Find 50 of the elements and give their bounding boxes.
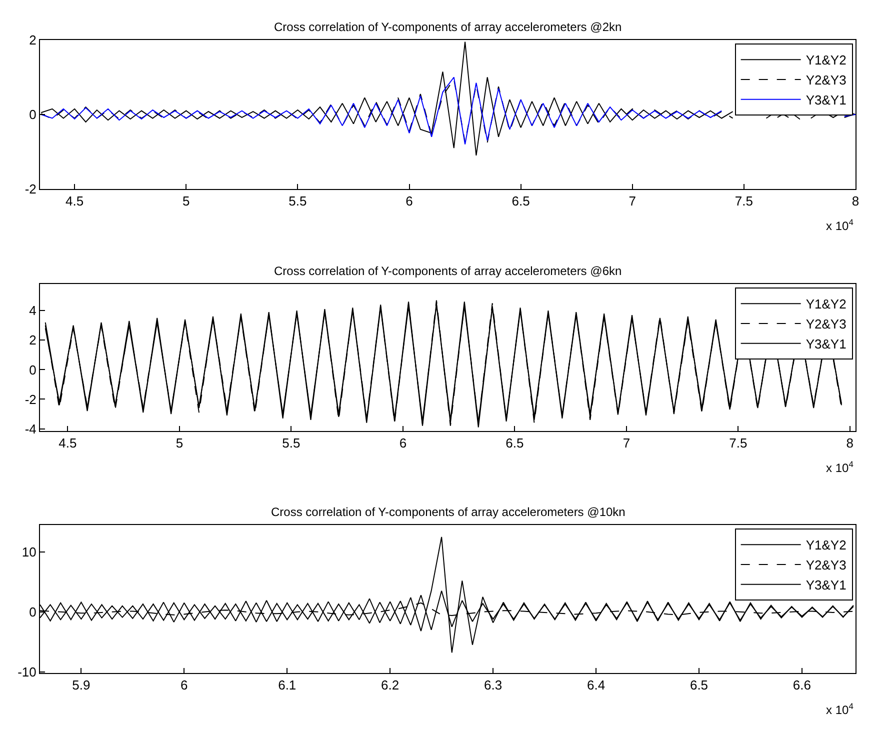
x-tick-label: 5.5 xyxy=(282,436,300,451)
y-tick-label: -2 xyxy=(24,392,36,407)
text: x 10$^{4}$ xyxy=(826,459,854,476)
y-tick-label: 4 xyxy=(29,303,36,318)
x-tick-label: 6 xyxy=(399,436,407,451)
legend-label: Y1&Y2 xyxy=(806,538,846,553)
y-tick-label: 0 xyxy=(29,604,36,620)
x-tick-label: 5.5 xyxy=(288,194,307,209)
x-tick-label: 6.5 xyxy=(506,436,524,451)
x-tick-label: 4.5 xyxy=(66,194,84,209)
y-tick-label: -4 xyxy=(24,421,36,436)
text: x 10$^{4}$ xyxy=(826,701,854,718)
chart-title: Cross correlation of Y-components of array accelerometers @2kn xyxy=(274,20,622,34)
x-tick-label: 8 xyxy=(852,194,860,209)
x-tick-label: 6 xyxy=(180,678,188,693)
y-tick-label: 2 xyxy=(29,32,36,48)
y-tick-label: 2 xyxy=(29,332,36,348)
x-tick-label: 6.3 xyxy=(484,678,502,693)
legend-label: Y3&Y1 xyxy=(806,577,846,592)
legend-label: Y1&Y2 xyxy=(806,296,846,312)
x-tick-label: 6 xyxy=(406,194,413,209)
x-tick-label: 4.5 xyxy=(58,436,77,451)
x-tick-label: 5.9 xyxy=(72,678,90,693)
x-tick-label: 6.2 xyxy=(381,678,400,693)
x-tick-label: 6.4 xyxy=(586,678,606,693)
chart-title: Cross correlation of Y-components of array accelerometers @10kn xyxy=(271,505,626,519)
legend-label: Y1&Y2 xyxy=(806,52,846,68)
legend-label: Y2&Y3 xyxy=(806,558,846,573)
x-tick-label: 6.5 xyxy=(690,678,708,693)
y-tick-label: -10 xyxy=(18,664,36,680)
x-tick-label: 7.5 xyxy=(729,436,748,451)
legend-label: Y3&Y1 xyxy=(806,336,846,352)
x-tick-label: 7 xyxy=(622,436,630,451)
text: x 10$^{4}$ xyxy=(826,217,854,234)
chart-title: Cross correlation of Y-components of array accelerometers @6kn xyxy=(274,264,622,278)
x-tick-label: 5 xyxy=(182,194,190,209)
legend-label: Y2&Y3 xyxy=(806,316,846,332)
y-tick-label: 0 xyxy=(29,107,36,122)
x-tick-label: 6.6 xyxy=(792,678,811,693)
x-tick-label: 6.5 xyxy=(512,194,530,209)
x-tick-label: 6.1 xyxy=(278,678,296,693)
y-tick-label: 10 xyxy=(22,544,36,560)
x-tick-label: 7.5 xyxy=(734,194,753,209)
legend-label: Y3&Y1 xyxy=(806,92,846,108)
y-tick-label: -2 xyxy=(24,182,36,197)
x-tick-label: 5 xyxy=(176,436,184,451)
x-tick-label: 7 xyxy=(628,194,636,209)
y-tick-label: 0 xyxy=(29,362,36,378)
legend-label: Y2&Y3 xyxy=(806,72,846,88)
x-tick-label: 8 xyxy=(846,436,854,451)
